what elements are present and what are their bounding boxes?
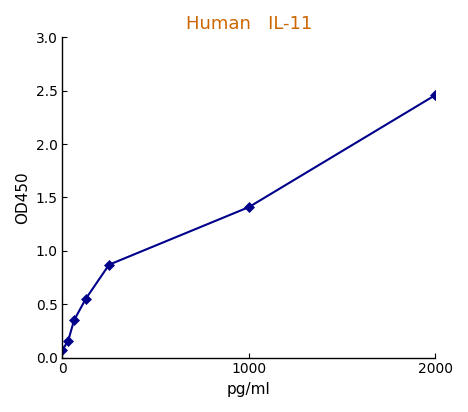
X-axis label: pg/ml: pg/ml	[227, 382, 271, 397]
Y-axis label: OD450: OD450	[15, 171, 30, 224]
Title: Human   IL-11: Human IL-11	[186, 15, 312, 33]
